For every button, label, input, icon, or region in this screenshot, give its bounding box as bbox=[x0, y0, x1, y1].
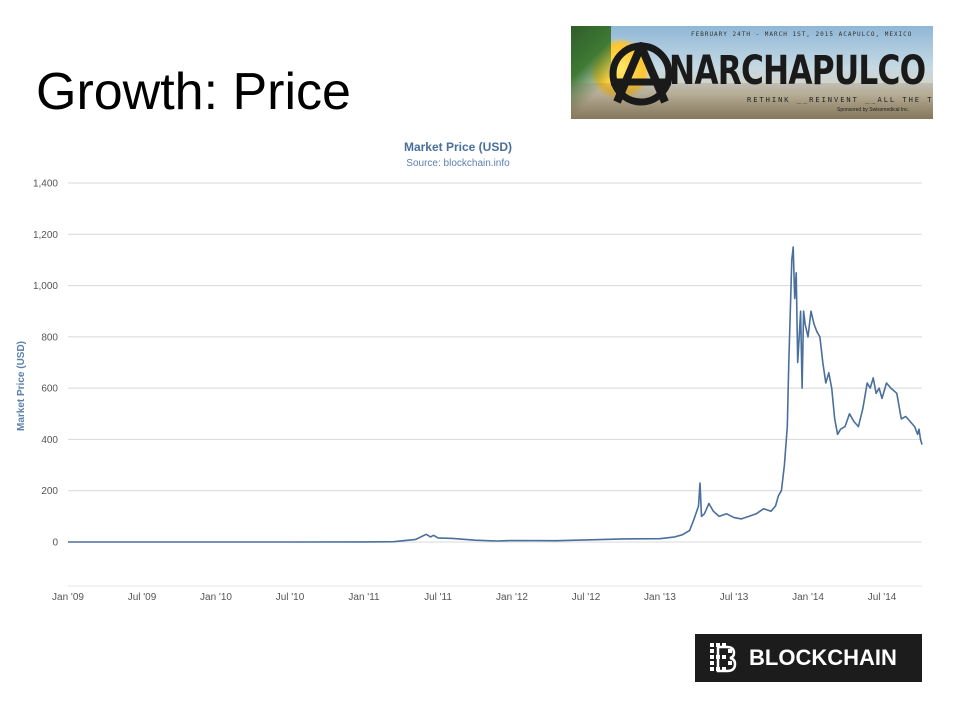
y-tick-label: 1,400 bbox=[33, 179, 58, 190]
y-tick-label: 1,200 bbox=[33, 230, 58, 241]
y-tick-label: 0 bbox=[52, 538, 58, 549]
x-tick-label: Jul '09 bbox=[128, 592, 157, 603]
banner-dates: FEBRUARY 24TH - MARCH 1ST, 2015 ACAPULCO… bbox=[691, 31, 913, 38]
banner-brand: NARCHAPULCO bbox=[669, 48, 926, 94]
x-tick-label: Jul '10 bbox=[276, 592, 305, 603]
x-tick-label: Jan '11 bbox=[348, 592, 380, 603]
y-tick-label: 400 bbox=[41, 435, 58, 446]
chart-title: Market Price (USD) bbox=[404, 140, 512, 154]
x-tick-label: Jul '13 bbox=[720, 592, 749, 603]
x-tick-label: Jul '12 bbox=[572, 592, 601, 603]
gridlines bbox=[68, 182, 922, 543]
x-tick-label: Jul '14 bbox=[868, 592, 897, 603]
x-tick-label: Jan '14 bbox=[792, 592, 824, 603]
price-series bbox=[68, 246, 923, 543]
x-tick-label: Jan '12 bbox=[496, 592, 528, 603]
blockchain-logo: BLOCKCHAIN bbox=[695, 634, 922, 682]
x-tick-label: Jul '11 bbox=[424, 592, 452, 603]
y-axis-label: Market Price (USD) bbox=[16, 341, 27, 431]
banner-sponsor: Sponsored by Swissmedical Inc. bbox=[837, 107, 909, 113]
x-tick-label: Jan '09 bbox=[52, 592, 84, 603]
slide-title: Growth: Price bbox=[36, 63, 351, 121]
x-tick-label: Jan '10 bbox=[200, 592, 232, 603]
chart-subtitle: Source: blockchain.info bbox=[406, 158, 510, 169]
y-tick-label: 600 bbox=[41, 384, 58, 395]
conference-banner: FEBRUARY 24TH - MARCH 1ST, 2015 ACAPULCO… bbox=[571, 26, 933, 119]
banner-tagline: RETHINK __REINVENT __ALL THE THINGS bbox=[747, 96, 933, 104]
anarchy-symbol-icon bbox=[609, 42, 673, 106]
x-tick-label: Jan '13 bbox=[644, 592, 676, 603]
blockchain-b-icon bbox=[710, 643, 737, 673]
market-price-chart: Market Price (USD) Source: blockchain.in… bbox=[16, 140, 923, 603]
price-line bbox=[68, 246, 923, 543]
blockchain-wordmark: BLOCKCHAIN bbox=[749, 645, 897, 670]
y-tick-label: 800 bbox=[41, 332, 58, 343]
x-axis-ticks: Jan '09 Jul '09 Jan '10 Jul '10 Jan '11 Jul '… bbox=[52, 585, 922, 603]
y-axis-ticks: 0 200 400 600 800 1,000 1,200 1,400 bbox=[33, 179, 58, 549]
y-tick-label: 1,000 bbox=[33, 281, 58, 292]
y-tick-label: 200 bbox=[41, 486, 58, 497]
